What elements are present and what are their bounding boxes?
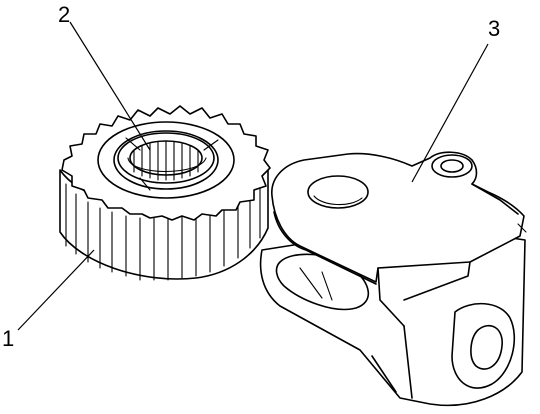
bracket-arm-icon <box>259 151 527 407</box>
callout-2-leader <box>69 21 151 151</box>
callout-2-label: 2 <box>58 2 70 27</box>
callout-1-label: 1 <box>2 326 14 351</box>
callout-3-label: 3 <box>488 16 500 41</box>
splined-bore-icon <box>117 132 219 191</box>
callout-1-leader <box>17 249 95 331</box>
callout-3-leader <box>411 43 489 183</box>
spur-gear-icon <box>59 105 271 281</box>
